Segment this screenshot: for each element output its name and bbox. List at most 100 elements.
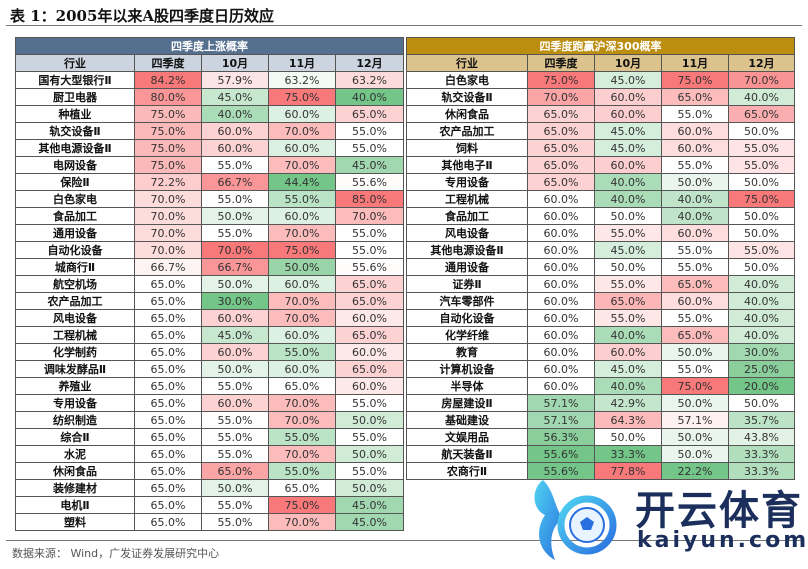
probability-cell: 70.0% xyxy=(201,241,269,259)
industry-cell: 综合Ⅱ xyxy=(15,428,135,446)
column-header: 行业 xyxy=(406,54,528,72)
table-row: 航空机场 65.0% 50.0% 60.0% 65.0% xyxy=(15,275,405,293)
watermark-cn: 开云体育 xyxy=(635,488,803,534)
probability-cell: 55.6% xyxy=(527,462,595,480)
table-row: 国有大型银行Ⅱ 84.2% 57.9% 63.2% 63.2% xyxy=(15,71,405,89)
table-row: 文娱用品 56.3% 50.0% 50.0% 43.8% xyxy=(406,428,795,446)
industry-cell: 轨交设备Ⅱ xyxy=(15,122,135,140)
table-row: 农商行Ⅱ 55.6% 77.8% 22.2% 33.3% xyxy=(406,462,795,480)
probability-cell: 50.0% xyxy=(201,207,269,225)
probability-cell: 60.0% xyxy=(201,343,269,361)
probability-cell: 55.0% xyxy=(268,343,336,361)
industry-cell: 教育 xyxy=(406,343,528,361)
industry-cell: 食品加工 xyxy=(406,207,528,225)
probability-cell: 65.0% xyxy=(134,275,202,293)
probability-cell: 50.0% xyxy=(334,479,405,497)
probability-cell: 33.3% xyxy=(594,445,662,463)
footer-divider xyxy=(6,540,802,541)
probability-cell: 40.0% xyxy=(201,105,269,123)
table-row: 调味发酵品Ⅱ 65.0% 50.0% 60.0% 65.0% xyxy=(15,360,405,378)
industry-cell: 饲料 xyxy=(406,139,528,157)
probability-cell: 60.0% xyxy=(594,156,662,174)
probability-cell: 60.0% xyxy=(527,241,595,259)
table-band-title: 四季度跑赢沪深300概率 xyxy=(406,37,795,55)
probability-cell: 70.0% xyxy=(728,71,795,89)
industry-cell: 休闲食品 xyxy=(406,105,528,123)
table-row: 厨卫电器 80.0% 45.0% 75.0% 40.0% xyxy=(15,88,405,106)
probability-cell: 65.0% xyxy=(134,343,202,361)
industry-cell: 保险Ⅱ xyxy=(15,173,135,191)
industry-cell: 自动化设备 xyxy=(15,241,135,259)
probability-cell: 60.0% xyxy=(527,224,595,242)
table-row: 专用设备 65.0% 40.0% 50.0% 50.0% xyxy=(406,173,795,191)
industry-cell: 休闲食品 xyxy=(15,462,135,480)
industry-cell: 电网设备 xyxy=(15,156,135,174)
probability-cell: 40.0% xyxy=(594,190,662,208)
industry-cell: 调味发酵品Ⅱ xyxy=(15,360,135,378)
industry-cell: 基础建设 xyxy=(406,411,528,429)
probability-cell: 60.0% xyxy=(527,377,595,395)
industry-cell: 纺织制造 xyxy=(15,411,135,429)
probability-cell: 55.6% xyxy=(334,173,405,191)
industry-cell: 化学纤维 xyxy=(406,326,528,344)
probability-cell: 33.3% xyxy=(728,445,795,463)
probability-cell: 55.0% xyxy=(334,241,405,259)
probability-cell: 33.3% xyxy=(728,462,795,480)
probability-cell: 40.0% xyxy=(728,88,795,106)
probability-cell: 65.0% xyxy=(334,326,405,344)
table-row: 白色家电 70.0% 55.0% 55.0% 85.0% xyxy=(15,190,405,208)
watermark-logo: 开云体育 kaiyun.com xyxy=(525,470,806,565)
probability-cell: 60.0% xyxy=(268,275,336,293)
probability-cell: 50.0% xyxy=(201,275,269,293)
table-row: 通用设备 70.0% 55.0% 70.0% 55.0% xyxy=(15,224,405,242)
right-table-outperform-probability: 四季度跑赢沪深300概率 行业 四季度 10月 11月 12月 白色家电 75.0% 45.0%… xyxy=(406,37,795,480)
probability-cell: 60.0% xyxy=(201,394,269,412)
probability-cell: 55.0% xyxy=(728,156,795,174)
industry-cell: 半导体 xyxy=(406,377,528,395)
probability-cell: 50.0% xyxy=(728,173,795,191)
table-title: 表 1：2005年以来A股四季度日历效应 xyxy=(10,7,275,25)
industry-cell: 水泥 xyxy=(15,445,135,463)
probability-cell: 65.0% xyxy=(268,479,336,497)
probability-cell: 55.0% xyxy=(334,122,405,140)
probability-cell: 40.0% xyxy=(728,275,795,293)
probability-cell: 50.0% xyxy=(594,428,662,446)
table-row: 工程机械 60.0% 40.0% 40.0% 75.0% xyxy=(406,190,795,208)
probability-cell: 55.0% xyxy=(268,462,336,480)
probability-cell: 57.9% xyxy=(201,71,269,89)
probability-cell: 70.0% xyxy=(268,513,336,531)
table-row: 养殖业 65.0% 55.0% 65.0% 60.0% xyxy=(15,377,405,395)
probability-cell: 55.0% xyxy=(661,309,729,327)
table-row: 其他电子Ⅱ 65.0% 60.0% 55.0% 55.0% xyxy=(406,156,795,174)
column-header: 11月 xyxy=(661,54,729,72)
table-row: 化学纤维 60.0% 40.0% 65.0% 40.0% xyxy=(406,326,795,344)
probability-cell: 65.0% xyxy=(134,445,202,463)
probability-cell: 60.0% xyxy=(268,207,336,225)
industry-cell: 其他电源设备Ⅱ xyxy=(15,139,135,157)
kaiyun-logo-icon xyxy=(534,480,617,560)
table-row: 基础建设 57.1% 64.3% 57.1% 35.7% xyxy=(406,411,795,429)
probability-cell: 50.0% xyxy=(728,394,795,412)
column-header: 四季度 xyxy=(527,54,595,72)
industry-cell: 白色家电 xyxy=(15,190,135,208)
probability-cell: 40.0% xyxy=(594,326,662,344)
table-row: 自动化设备 60.0% 55.0% 55.0% 40.0% xyxy=(406,309,795,327)
probability-cell: 55.0% xyxy=(661,156,729,174)
probability-cell: 55.0% xyxy=(728,139,795,157)
probability-cell: 60.0% xyxy=(334,377,405,395)
probability-cell: 55.0% xyxy=(201,428,269,446)
probability-cell: 63.2% xyxy=(268,71,336,89)
industry-cell: 装修建材 xyxy=(15,479,135,497)
probability-cell: 65.0% xyxy=(334,275,405,293)
probability-cell: 50.0% xyxy=(728,224,795,242)
probability-cell: 55.0% xyxy=(594,309,662,327)
probability-cell: 75.0% xyxy=(134,105,202,123)
probability-cell: 55.0% xyxy=(201,445,269,463)
probability-cell: 65.0% xyxy=(594,292,662,310)
probability-cell: 55.0% xyxy=(661,105,729,123)
probability-cell: 50.0% xyxy=(201,360,269,378)
industry-cell: 专用设备 xyxy=(406,173,528,191)
table-row: 轨交设备Ⅱ 75.0% 60.0% 70.0% 55.0% xyxy=(15,122,405,140)
probability-cell: 70.0% xyxy=(334,207,405,225)
probability-cell: 55.6% xyxy=(334,258,405,276)
